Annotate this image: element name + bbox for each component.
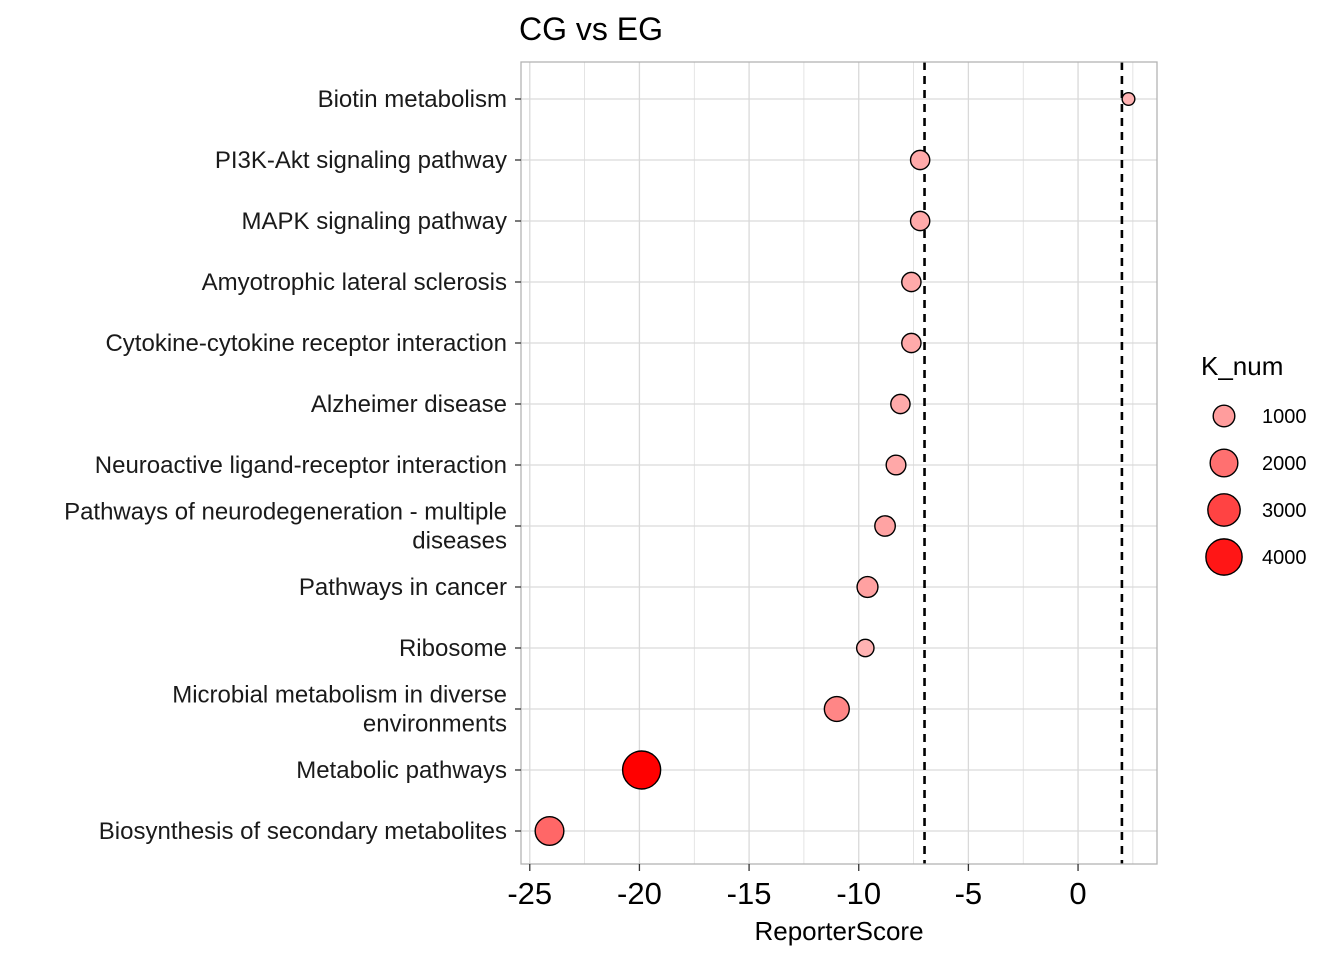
x-tick-label: 0 <box>1069 876 1086 911</box>
data-point <box>909 210 931 232</box>
data-point <box>885 454 907 476</box>
legend-title: K_num <box>1201 351 1283 381</box>
data-point <box>890 393 911 415</box>
legend-key <box>1209 448 1239 478</box>
y-tick-label: Pathways in cancer <box>299 574 507 601</box>
y-tick-label: Ribosome <box>399 635 507 662</box>
panel-border <box>520 61 1158 865</box>
legend-label: 4000 <box>1262 547 1307 569</box>
x-axis-title: ReporterScore <box>754 916 923 946</box>
legend-key <box>1205 538 1243 576</box>
chart-title: CG vs EG <box>519 11 663 47</box>
x-tick-label: -10 <box>836 876 881 911</box>
y-tick-label: PI3K-Akt signaling pathway <box>215 147 507 174</box>
x-tick-label: -25 <box>507 876 552 911</box>
data-point <box>874 515 896 537</box>
data-point <box>1121 91 1136 107</box>
reference-lines <box>923 62 1124 864</box>
data-point <box>909 149 931 171</box>
y-tick-label: Metabolic pathways <box>296 757 507 784</box>
grid-layer <box>521 62 1157 864</box>
data-point <box>855 638 875 658</box>
x-axis: -25 -20 -15 -10 -5 0 <box>507 864 1087 911</box>
data-point <box>534 815 565 847</box>
legend-key <box>1207 493 1241 527</box>
y-tick-label: Amyotrophic lateral sclerosis <box>202 269 507 296</box>
y-tick-label: Biosynthesis of secondary metabolites <box>99 818 507 845</box>
y-tick-label: Pathways of neurodegeneration - multiple… <box>64 499 507 555</box>
data-point <box>621 750 662 790</box>
x-tick-label: -15 <box>727 876 772 911</box>
data-point <box>856 575 879 599</box>
y-tick-label: Microbial metabolism in diverse environme… <box>172 682 507 738</box>
y-tick-label: MAPK signaling pathway <box>242 208 507 235</box>
legend-label: 3000 <box>1262 500 1307 522</box>
y-tick-label: Biotin metabolism <box>318 86 507 113</box>
data-point <box>901 271 922 293</box>
legend: K_num 1000 2000 3000 4000 <box>1201 351 1307 576</box>
legend-key <box>1212 404 1236 428</box>
y-tick-label: Neuroactive ligand-receptor interaction <box>95 452 507 479</box>
legend-label: 2000 <box>1262 453 1307 475</box>
data-point <box>823 695 850 723</box>
y-tick-label: Alzheimer disease <box>311 391 507 418</box>
y-tick-label: Cytokine-cytokine receptor interaction <box>105 330 507 357</box>
legend-label: 1000 <box>1262 406 1307 428</box>
y-axis: Biotin metabolism PI3K-Akt signaling path… <box>64 86 521 845</box>
x-tick-label: -20 <box>617 876 662 911</box>
data-points <box>534 91 1136 847</box>
data-point <box>901 332 922 354</box>
x-tick-label: -5 <box>955 876 983 911</box>
